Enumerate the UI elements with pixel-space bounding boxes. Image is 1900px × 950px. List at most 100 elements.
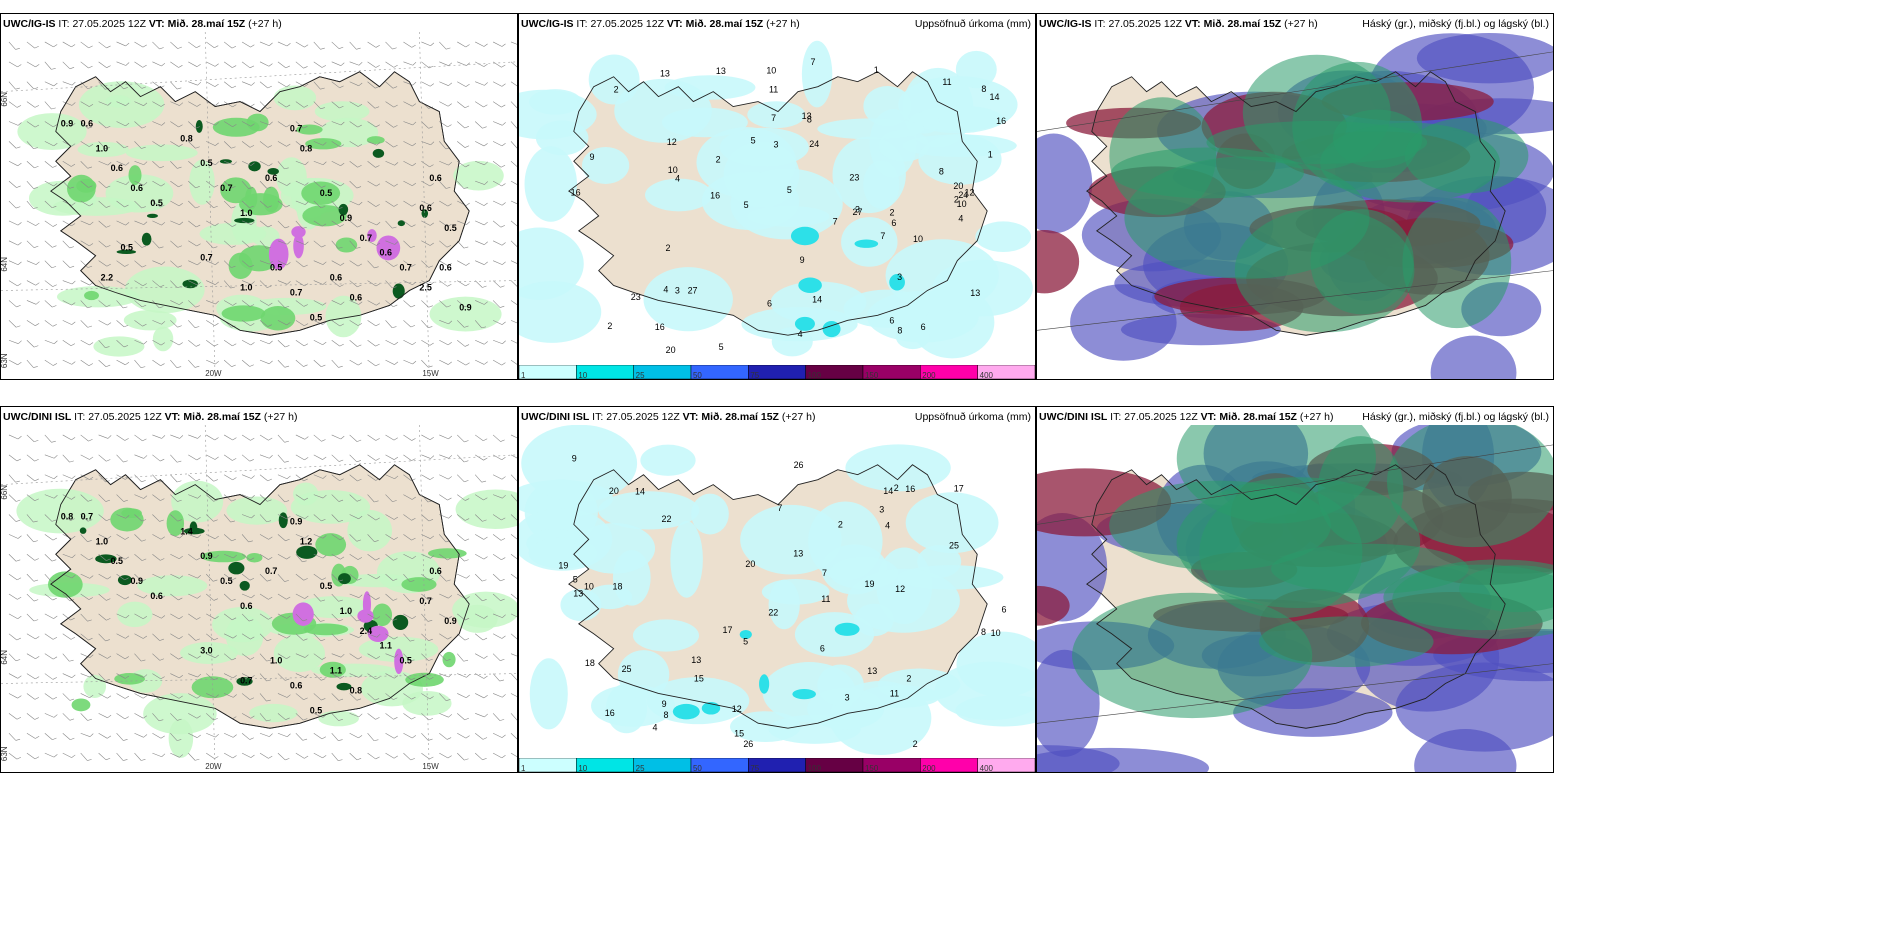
wind-barb-shaft [439, 752, 449, 759]
panel-header: UWC/DINI ISL IT: 27.05.2025 12Z VT: Mið.… [3, 409, 513, 425]
wind-barb [403, 61, 417, 66]
cloud-high [1124, 156, 1370, 279]
rain-area-light [189, 159, 215, 205]
wind-barb-shaft [367, 339, 376, 347]
wind-barb-shaft [116, 673, 126, 679]
wind-barb-flag [143, 495, 148, 499]
wind-barb-shaft [134, 573, 142, 582]
wind-barb-shaft [492, 220, 502, 228]
wind-barb [8, 713, 22, 720]
wind-barb-shaft [331, 693, 339, 701]
wind-barb-shaft [80, 693, 90, 699]
wind-barb [188, 61, 201, 67]
wind-barb-shaft [170, 573, 180, 579]
wind-barb [385, 260, 398, 267]
wind-barb-shaft [44, 61, 52, 70]
wind-barb-flag [71, 163, 76, 167]
wind-barb [8, 141, 21, 149]
wind-barb-shaft [241, 81, 252, 86]
vt-value: Mið. 28.maí 15Z [1219, 411, 1297, 423]
wind-barb-flag [375, 363, 380, 367]
wind-barb-flag [429, 577, 434, 581]
wind-barb [349, 573, 362, 581]
wind-barb [331, 673, 345, 679]
wind-barb-shaft [313, 434, 322, 442]
wind-barb-flag [71, 754, 76, 758]
wind-barb-shaft [170, 300, 180, 306]
wind-barb [259, 260, 273, 265]
wind-barb-shaft [510, 593, 517, 601]
wind-value-label: 0.7 [290, 287, 302, 297]
wind-barb-shaft [510, 260, 517, 266]
it-value: 27.05.2025 12Z [88, 411, 162, 423]
wind-barb [457, 494, 470, 501]
wind-barb-flag [178, 65, 183, 68]
wind-barb [8, 613, 22, 619]
wind-barb [80, 653, 94, 658]
wind-barb-flag [338, 759, 343, 761]
wind-barb-flag [338, 459, 344, 462]
wind-barb [313, 280, 327, 285]
wind-barb-flag [447, 203, 452, 207]
rain-area-light [16, 488, 104, 534]
wind-barb-flag [178, 143, 183, 147]
wind-barb-flag [392, 47, 397, 50]
wind-barb-shaft [492, 732, 503, 738]
wind-barb-shaft [349, 61, 360, 66]
wind-barb-shaft [134, 474, 142, 482]
wind-barb-flag [125, 614, 130, 619]
wind-barb-shaft [116, 494, 124, 502]
wind-barb-shaft [367, 673, 376, 680]
wind-barb-shaft [188, 359, 196, 368]
wind-barb [223, 359, 236, 367]
wind-barb [188, 434, 202, 439]
wind-barb-shaft [80, 220, 90, 226]
wind-barb [170, 514, 182, 522]
wind-barb [98, 633, 110, 642]
wind-barb-shaft [80, 732, 91, 737]
wind-barb-shaft [259, 180, 268, 189]
wind-barb [134, 141, 146, 149]
wind-barb-shaft [492, 101, 502, 108]
wind-barb-shaft [8, 554, 17, 562]
wind-barb-shaft [98, 359, 107, 367]
wind-barb-shaft [152, 732, 162, 739]
wind-barb [205, 240, 218, 249]
wind-barb [8, 280, 22, 287]
wind-barb [134, 494, 148, 499]
wind-barb [349, 673, 363, 678]
wind-barb-flag [159, 519, 164, 522]
wind-barb-shaft [421, 593, 430, 601]
wind-barb-flag [484, 261, 488, 265]
rain-area-mid [302, 204, 347, 227]
wind-barb-shaft [26, 280, 36, 286]
lead-time: (+27 h) [1299, 411, 1334, 423]
wind-barb-shaft [259, 220, 269, 228]
wind-value-label: 1.0 [96, 536, 108, 546]
wind-barb-flag [158, 480, 164, 483]
wind-barb-shaft [206, 180, 215, 188]
precip-area-light [895, 324, 930, 350]
precip-value-label: 23 [631, 292, 641, 302]
wind-barb-flag [124, 264, 129, 267]
wind-barb [259, 573, 272, 582]
wind-barb-flag [463, 187, 469, 189]
wind-barb-flag [249, 364, 254, 367]
wind-barb-flag [357, 344, 362, 347]
it-label: IT: [58, 18, 70, 30]
wind-barb-flag [448, 476, 452, 480]
wind-barb-flag [33, 619, 39, 622]
wind-barb-shaft [98, 61, 107, 68]
wind-barb [223, 220, 237, 227]
wind-barb [367, 693, 380, 701]
wind-barb-shaft [116, 593, 126, 600]
wind-barb-shaft [98, 434, 109, 439]
vt-label: VT: [148, 18, 165, 30]
wind-barb-shaft [44, 320, 53, 327]
wind-barb-shaft [62, 494, 72, 500]
wind-barb-flag [375, 124, 380, 128]
wind-barb [223, 434, 237, 441]
wind-barb [349, 260, 363, 267]
wind-barb-shaft [241, 200, 250, 208]
wind-barb-flag [87, 306, 92, 309]
